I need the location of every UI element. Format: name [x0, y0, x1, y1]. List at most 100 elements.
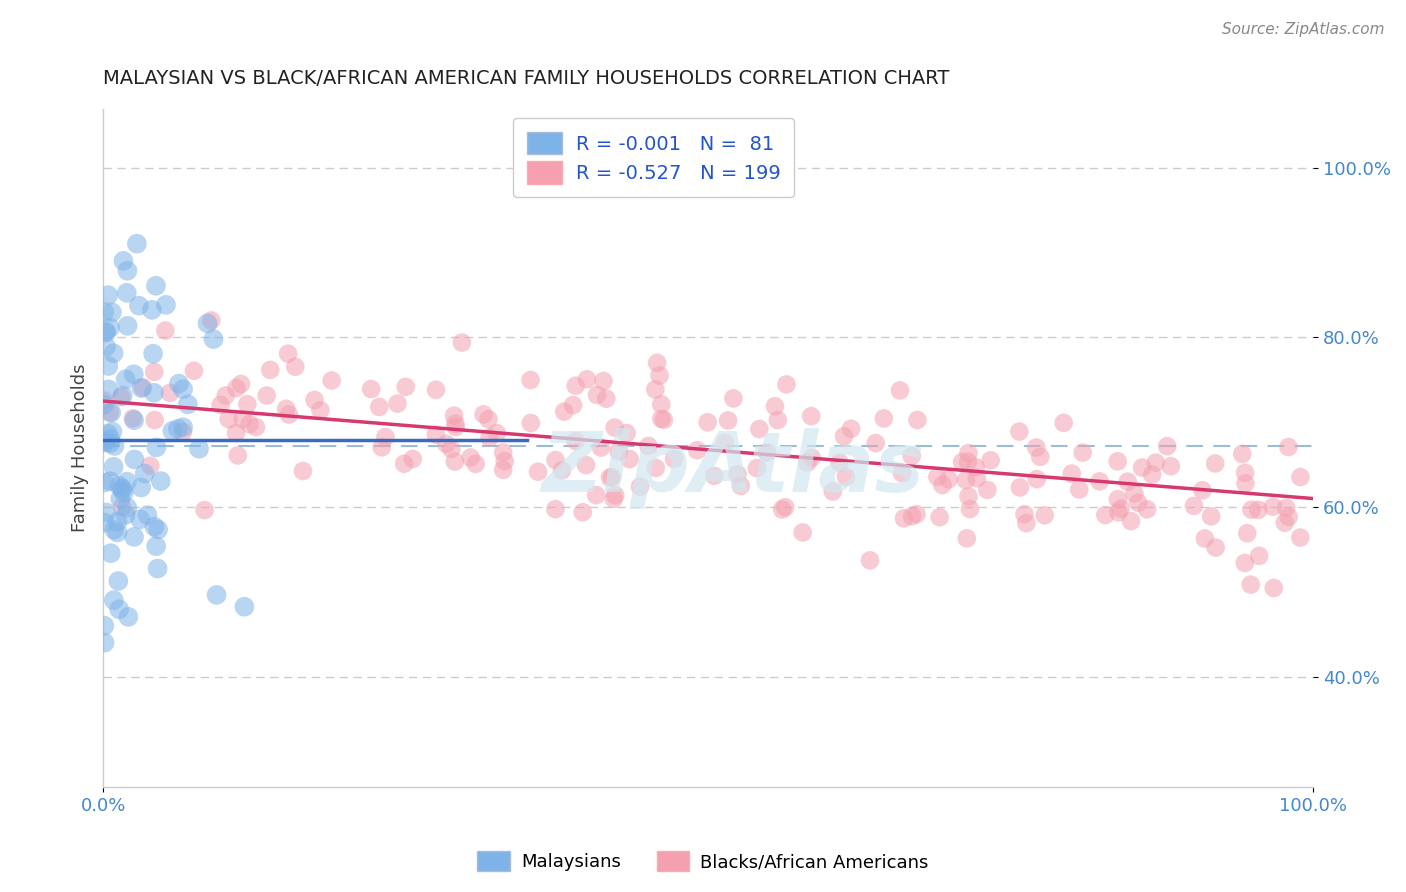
Point [873, 411, 896, 425]
Point [374, 430, 396, 444]
Point [145, 539, 167, 553]
Point [1071, 445, 1094, 459]
Point [586, 388, 609, 402]
Point [464, 457, 486, 471]
Point [900, 449, 922, 463]
Point [132, 380, 155, 394]
Point [1144, 456, 1167, 470]
Point [792, 525, 814, 540]
Point [434, 437, 457, 451]
Point [800, 450, 823, 465]
Text: ZipAtlas: ZipAtlas [541, 427, 924, 508]
Point [103, 593, 125, 607]
Point [121, 411, 143, 425]
Point [551, 463, 574, 477]
Point [1130, 460, 1153, 475]
Point [592, 374, 614, 388]
Point [599, 470, 621, 484]
Point [976, 483, 998, 497]
Point [177, 397, 200, 411]
Point [478, 431, 501, 445]
Point [460, 450, 482, 465]
Point [603, 420, 626, 434]
Point [146, 561, 169, 575]
Point [142, 347, 165, 361]
Point [564, 378, 586, 392]
Point [494, 454, 516, 468]
Point [527, 465, 550, 479]
Point [1234, 466, 1257, 480]
Point [98, 436, 121, 450]
Point [1060, 467, 1083, 481]
Point [628, 480, 651, 494]
Point [225, 426, 247, 441]
Point [122, 413, 145, 427]
Point [562, 398, 585, 412]
Point [188, 442, 211, 456]
Point [725, 467, 748, 482]
Point [891, 466, 914, 480]
Point [1204, 457, 1226, 471]
Point [440, 442, 463, 456]
Point [194, 503, 217, 517]
Point [111, 389, 134, 403]
Point [928, 510, 950, 524]
Point [131, 381, 153, 395]
Point [1263, 581, 1285, 595]
Point [167, 422, 190, 436]
Point [1116, 475, 1139, 489]
Point [1240, 577, 1263, 591]
Point [1240, 502, 1263, 516]
Point [1109, 501, 1132, 516]
Point [1015, 516, 1038, 530]
Point [94, 434, 117, 449]
Point [111, 500, 134, 514]
Point [93, 516, 115, 530]
Point [662, 451, 685, 466]
Point [957, 455, 980, 469]
Point [124, 452, 146, 467]
Point [485, 425, 508, 440]
Point [451, 335, 474, 350]
Point [100, 546, 122, 560]
Point [492, 445, 515, 459]
Point [1191, 483, 1213, 498]
Point [103, 439, 125, 453]
Point [1233, 556, 1256, 570]
Point [1140, 467, 1163, 482]
Point [1232, 447, 1254, 461]
Point [111, 483, 134, 497]
Point [477, 412, 499, 426]
Point [110, 491, 132, 506]
Point [575, 372, 598, 386]
Point [360, 382, 382, 396]
Point [575, 458, 598, 472]
Point [97, 383, 120, 397]
Point [117, 500, 139, 515]
Legend: R = -0.001   N =  81, R = -0.527   N = 199: R = -0.001 N = 81, R = -0.527 N = 199 [513, 119, 794, 197]
Point [145, 440, 167, 454]
Point [859, 553, 882, 567]
Point [1107, 492, 1129, 507]
Legend: Malaysians, Blacks/African Americans: Malaysians, Blacks/African Americans [470, 844, 936, 879]
Point [773, 500, 796, 515]
Point [368, 400, 391, 414]
Point [159, 385, 181, 400]
Point [183, 364, 205, 378]
Point [835, 470, 858, 484]
Point [955, 473, 977, 487]
Point [103, 346, 125, 360]
Point [1289, 531, 1312, 545]
Point [1029, 450, 1052, 464]
Point [770, 502, 793, 516]
Point [652, 413, 675, 427]
Point [143, 413, 166, 427]
Point [392, 457, 415, 471]
Point [763, 399, 786, 413]
Point [1123, 486, 1146, 500]
Point [1277, 440, 1299, 454]
Point [650, 397, 672, 411]
Point [571, 505, 593, 519]
Point [101, 305, 124, 319]
Point [111, 482, 134, 496]
